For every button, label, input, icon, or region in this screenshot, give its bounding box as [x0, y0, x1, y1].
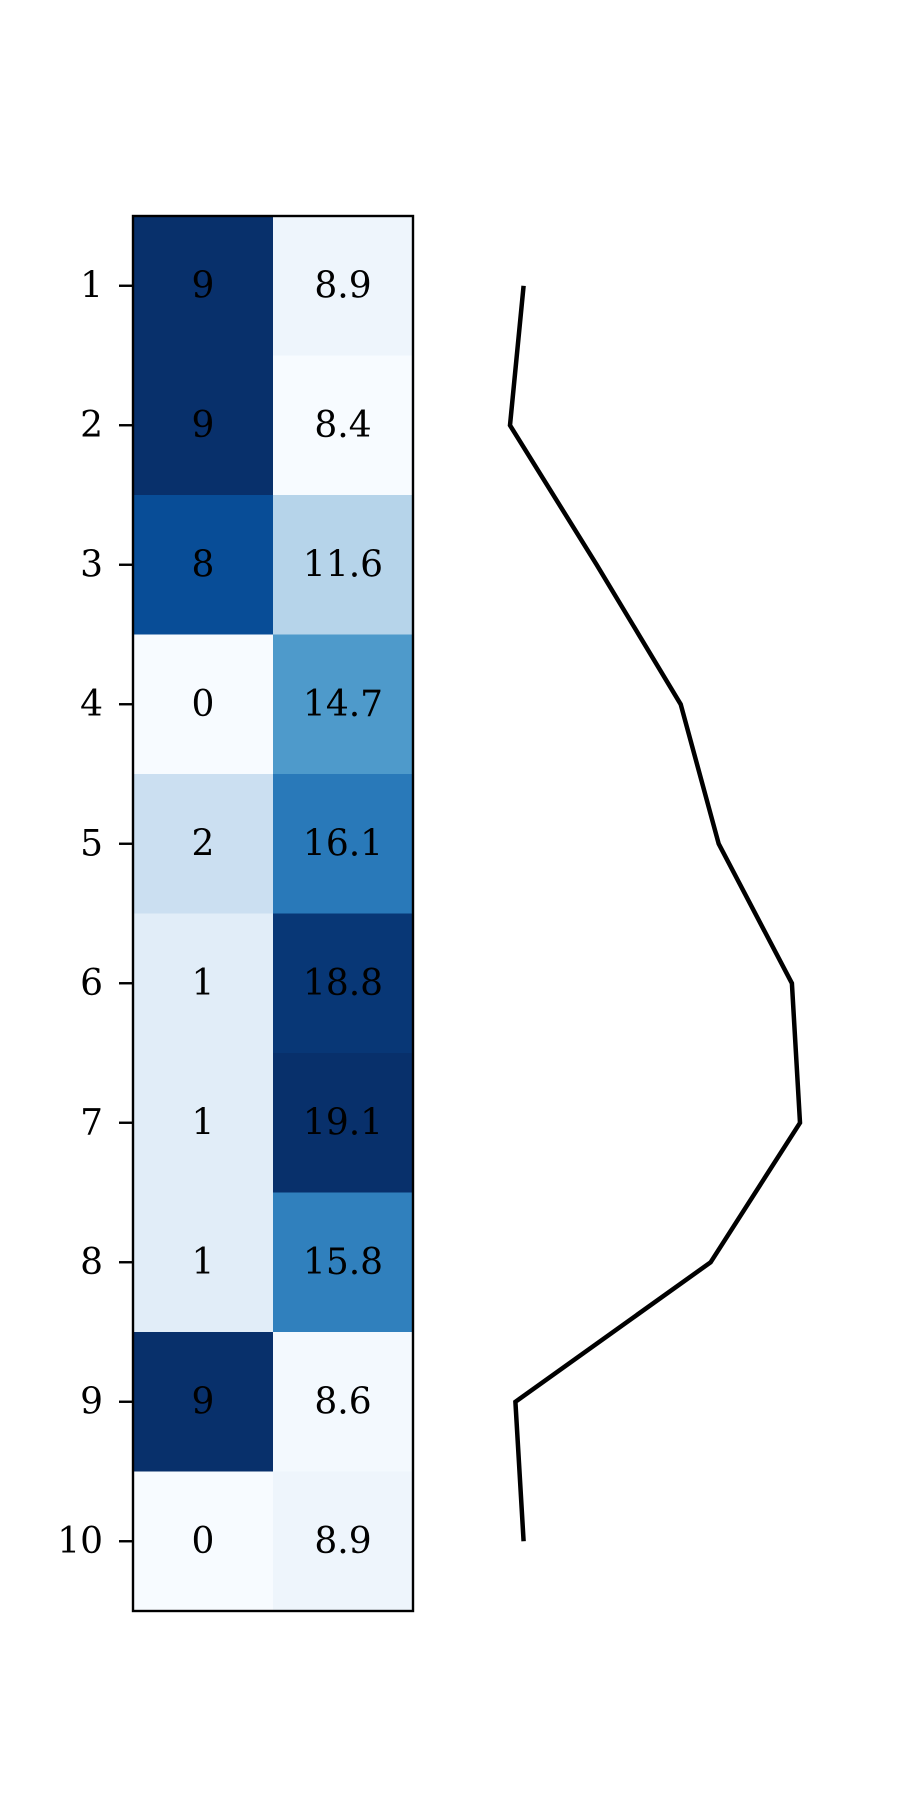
heatmap-cell: [133, 634, 274, 775]
y-tick-label: 7: [80, 1102, 103, 1143]
heatmap-cells: [133, 216, 414, 1612]
cell-value-label: 0: [192, 1521, 215, 1562]
heatmap-cell: [133, 1192, 274, 1333]
heatmap-cell: [273, 355, 414, 496]
heatmap-cell: [133, 1471, 274, 1612]
y-axis-ticks: 1 2 3 4 5 6 7 8 9 10: [57, 265, 133, 1562]
cell-value-label: 8.4: [314, 405, 371, 446]
cell-value-label: 9: [192, 1381, 215, 1422]
cell-value-label: 15.8: [303, 1242, 383, 1283]
heatmap-cell: [273, 913, 414, 1054]
heatmap-cell: [133, 495, 274, 636]
y-tick-label: 4: [80, 684, 103, 725]
y-tick-label: 6: [80, 963, 103, 1004]
heatmap-cell: [273, 1192, 414, 1333]
cell-value-label: 11.6: [303, 544, 383, 585]
heatmap-cell: [273, 1471, 414, 1612]
y-tick-label: 1: [80, 265, 103, 306]
heatmap-cell: [133, 913, 274, 1054]
cell-value-label: 0: [192, 684, 215, 725]
heatmap-cell: [133, 774, 274, 915]
y-tick-label: 2: [80, 405, 103, 446]
cell-value-label: 1: [192, 1102, 215, 1143]
y-tick-label: 9: [80, 1381, 103, 1422]
heatmap-cell: [133, 216, 274, 357]
cell-value-label: 14.7: [303, 684, 383, 725]
cell-value-label: 9: [192, 265, 215, 306]
heatmap-cell: [273, 774, 414, 915]
cell-value-label: 1: [192, 1242, 215, 1283]
profile-line: [507, 285, 803, 1542]
cell-labels: 9 8.9 9 8.4 8 11.6 0 14.7 2 16.1 1 18.8 1 19.1 1 15.8 9 8…: [192, 265, 384, 1562]
cell-value-label: 18.8: [303, 963, 383, 1004]
y-tick-label: 3: [80, 544, 103, 585]
y-tick-label: 10: [57, 1521, 103, 1562]
cell-value-label: 8: [192, 544, 215, 585]
heatmap-frame: [131, 214, 415, 1613]
cell-value-label: 1: [192, 963, 215, 1004]
heatmap-cell: [273, 1332, 414, 1473]
cell-value-label: 16.1: [303, 823, 383, 864]
cell-value-label: 2: [192, 823, 215, 864]
heatmap-cell: [273, 634, 414, 775]
cell-value-label: 9: [192, 405, 215, 446]
cell-value-label: 8.6: [314, 1381, 371, 1422]
y-tick-label: 5: [80, 823, 103, 864]
heatmap-cell: [273, 216, 414, 357]
heatmap-cell: [133, 355, 274, 496]
y-tick-label: 8: [80, 1242, 103, 1283]
cell-value-label: 8.9: [314, 1521, 371, 1562]
heatmap-cell: [133, 1332, 274, 1473]
heatmap-cell: [273, 495, 414, 636]
cell-value-label: 8.9: [314, 265, 371, 306]
heatmap-cell: [133, 1053, 274, 1194]
cell-value-label: 19.1: [303, 1102, 383, 1143]
heatmap-cell: [273, 1053, 414, 1194]
